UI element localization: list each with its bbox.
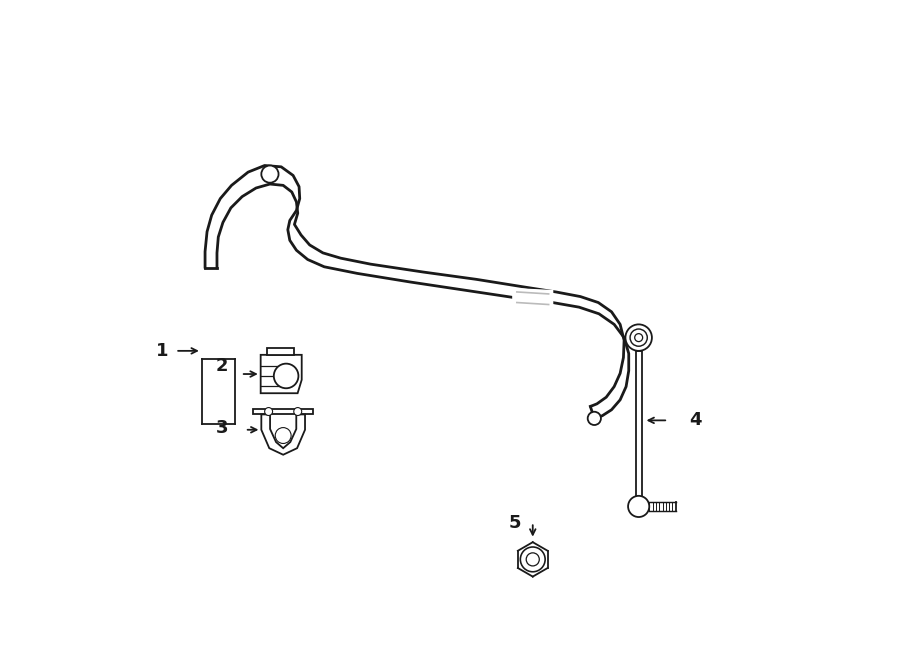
Circle shape: [261, 166, 278, 183]
Text: 5: 5: [508, 514, 521, 532]
Bar: [266, 348, 293, 355]
Polygon shape: [513, 289, 553, 308]
Circle shape: [634, 334, 643, 342]
Polygon shape: [254, 408, 313, 414]
Circle shape: [626, 324, 652, 351]
Text: 1: 1: [156, 342, 168, 360]
Circle shape: [293, 408, 302, 416]
Circle shape: [274, 363, 299, 388]
Circle shape: [628, 496, 649, 517]
Polygon shape: [261, 414, 305, 455]
Circle shape: [630, 329, 647, 346]
Circle shape: [520, 547, 545, 572]
Circle shape: [526, 553, 539, 566]
Circle shape: [588, 412, 601, 425]
Circle shape: [275, 428, 291, 444]
Polygon shape: [205, 166, 629, 418]
Circle shape: [265, 408, 273, 416]
Text: 3: 3: [215, 419, 228, 438]
Text: 4: 4: [688, 411, 701, 430]
Polygon shape: [261, 355, 302, 393]
Bar: [635, 351, 642, 506]
Text: 2: 2: [215, 357, 228, 375]
